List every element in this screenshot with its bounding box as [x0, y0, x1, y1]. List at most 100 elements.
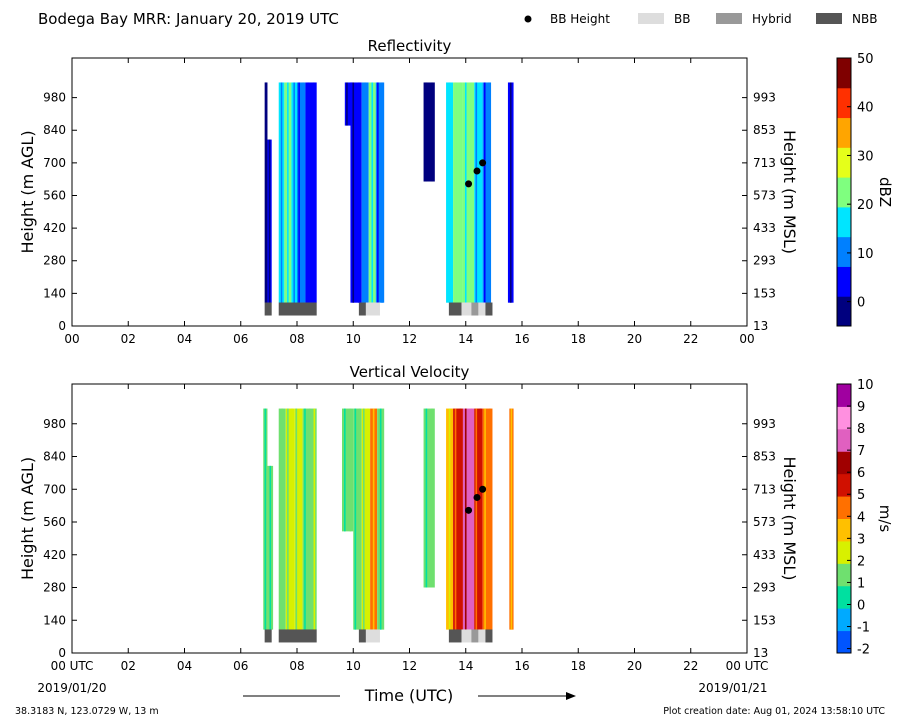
- bb-type-bar-bb: [478, 629, 486, 643]
- y2-tick-label: 13: [753, 646, 768, 660]
- colorbar-segment: [837, 147, 851, 178]
- heatmap-column: [482, 82, 492, 303]
- colorbar-tick-label: 20: [857, 198, 874, 213]
- heatmap-column: [482, 408, 493, 630]
- figure-title: Bodega Bay MRR: January 20, 2019 UTC: [38, 10, 339, 28]
- colorbar-label: m/s: [876, 505, 894, 533]
- heatmap-stripe: [293, 82, 295, 303]
- heatmap-stripe: [358, 82, 360, 303]
- colorbar-tick-label: 3: [857, 532, 865, 547]
- bb-height-point: [473, 493, 481, 501]
- heatmap-stripe: [308, 408, 311, 630]
- heatmap-stripe: [372, 408, 375, 630]
- start-date: 2019/01/20: [37, 681, 106, 695]
- heatmap-stripe: [464, 82, 467, 303]
- heatmap-column: [453, 408, 463, 630]
- colorbar-segment: [837, 206, 851, 238]
- y-tick-label: 560: [43, 188, 66, 202]
- colorbar-segment: [837, 87, 851, 119]
- y-tick-label: 0: [58, 319, 66, 333]
- plot-area: [72, 384, 747, 653]
- bb-type-bar-hybrid: [471, 629, 479, 643]
- colorbar-tick-label: 2: [857, 554, 865, 569]
- colorbar-tick-label: 10: [857, 247, 874, 262]
- y2-tick-label: 713: [753, 482, 776, 496]
- heatmap-column: [353, 408, 362, 630]
- colorbar-segment: [837, 451, 851, 475]
- x-tick-label: 22: [683, 332, 698, 346]
- colorbar-segment: [837, 540, 851, 564]
- legend-label-nbb: NBB: [852, 12, 877, 26]
- x-tick-label: 20: [627, 332, 642, 346]
- y2-tick-label: 993: [753, 91, 776, 105]
- bb-type-bar-nbb: [485, 629, 493, 643]
- y-axis-label: Height (m AGL): [18, 457, 37, 580]
- y-tick-label: 700: [43, 156, 66, 170]
- heatmap-stripe: [454, 408, 457, 630]
- y2-tick-label: 853: [753, 450, 776, 464]
- heatmap-stripe: [483, 82, 486, 303]
- colorbar-segment: [837, 406, 851, 430]
- colorbar-segment: [837, 296, 851, 327]
- bb-type-bar-nbb: [264, 629, 272, 643]
- x-tick-label: 10: [346, 332, 361, 346]
- colorbar-segment: [837, 563, 851, 587]
- heatmap-column: [285, 408, 295, 630]
- bb-type-bar-bb: [461, 629, 472, 643]
- x-axis-label: Time (UTC): [364, 686, 453, 705]
- y2-axis-label: Height (m MSL): [780, 130, 799, 254]
- x-tick-label: 14: [458, 332, 473, 346]
- colorbar-segment: [837, 608, 851, 632]
- colorbar-tick-label: 5: [857, 488, 865, 503]
- heatmap-stripe: [313, 408, 316, 630]
- colorbar-label: dBZ: [876, 177, 894, 207]
- y-tick-label: 840: [43, 450, 66, 464]
- legend-swatch-nbb: [816, 13, 842, 24]
- heatmap-stripe: [510, 408, 513, 630]
- heatmap-stripe: [344, 408, 346, 532]
- heatmap-stripe: [281, 408, 284, 630]
- heatmap-column: [305, 82, 317, 303]
- x-tick-label: 08: [289, 659, 304, 673]
- time-arrow-head: [566, 692, 576, 700]
- heatmap-stripe: [475, 82, 478, 303]
- bb-height-point: [479, 485, 487, 493]
- x-tick-label: 16: [514, 659, 529, 673]
- end-date: 2019/01/21: [698, 681, 767, 695]
- x-tick-label: 10: [346, 659, 361, 673]
- x-tick-label: 00: [64, 332, 79, 346]
- colorbar-tick-label: 30: [857, 149, 874, 164]
- heatmap-stripe: [475, 408, 478, 630]
- heatmap-stripe: [265, 82, 267, 303]
- creation-date: Plot creation date: Aug 01, 2024 13:58:1…: [663, 706, 885, 717]
- colorbar-tick-label: 40: [857, 101, 874, 116]
- heatmap-stripe: [470, 408, 473, 630]
- heatmap-stripe: [298, 82, 300, 303]
- bb-type-bar-bb: [365, 629, 380, 643]
- x-tick-label: 08: [289, 332, 304, 346]
- y2-tick-label: 293: [753, 581, 776, 595]
- bb-height-point: [465, 180, 473, 188]
- colorbar-tick-label: 10: [857, 378, 874, 393]
- heatmap-column: [423, 82, 435, 182]
- heatmap-column: [350, 82, 362, 303]
- heatmap-column: [297, 82, 306, 303]
- y-tick-label: 840: [43, 123, 66, 137]
- heatmap-stripe: [431, 82, 433, 182]
- colorbar-tick-label: -2: [857, 643, 870, 658]
- heatmap-stripe: [425, 82, 428, 182]
- heatmap-stripe: [459, 82, 462, 303]
- y-tick-label: 0: [58, 646, 66, 660]
- x-tick-label: 18: [571, 332, 586, 346]
- x-tick-label: 00 UTC: [51, 659, 94, 673]
- legend-swatch-hybrid: [716, 13, 742, 24]
- y-axis-label: Height (m AGL): [18, 130, 37, 253]
- bb-type-bar-bb: [461, 302, 472, 316]
- bb-type-bar-nbb: [278, 629, 317, 643]
- heatmap-stripe: [479, 82, 482, 303]
- heatmap-stripe: [364, 82, 367, 303]
- colorbar-segment: [837, 236, 851, 267]
- heatmap-stripe: [291, 408, 293, 630]
